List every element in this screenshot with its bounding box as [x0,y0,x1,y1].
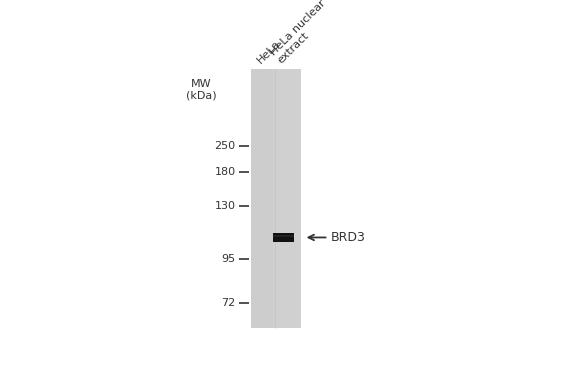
Bar [272,233,294,242]
Text: HeLa nuclear
extract: HeLa nuclear extract [268,0,335,66]
Bar [251,69,273,328]
Text: 72: 72 [221,298,236,308]
Text: 95: 95 [222,254,236,264]
Bar [272,235,294,237]
Bar [251,69,300,328]
Text: 130: 130 [215,201,236,211]
Text: 180: 180 [214,167,236,177]
Text: BRD3: BRD3 [331,231,365,244]
Text: HeLa: HeLa [255,39,282,66]
Text: 250: 250 [214,141,236,151]
Text: MW
(kDa): MW (kDa) [186,79,217,101]
